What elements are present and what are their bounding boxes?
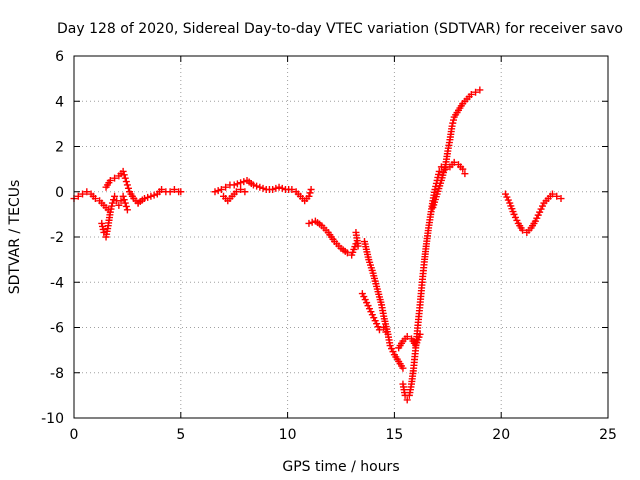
data-point [288,185,296,193]
data-point [91,195,99,203]
chart-title: Day 128 of 2020, Sidereal Day-to-day VTE… [57,21,623,37]
y-tick-label: -6 [50,321,64,337]
data-point [241,188,249,196]
y-axis-label: SDTVAR / TECUs [7,180,23,295]
data-point [461,170,469,178]
data-point [121,199,129,207]
y-tick-label: -2 [50,230,64,246]
data-point [403,396,411,404]
data-point [278,184,286,192]
data-point [214,187,222,195]
data-point [217,185,225,193]
data-point [111,192,119,200]
data-point [121,174,129,182]
data-point [166,188,174,196]
data-point [557,195,565,203]
data-point [140,195,148,203]
data-point [375,326,383,334]
data-point [120,196,128,204]
data-point [450,158,458,166]
data-point [459,165,467,173]
data-point [108,199,116,207]
axes: 0 5 10 15 20 25 -10 -8 -6 -4 -2 0 2 4 6 [41,49,617,443]
data-points [70,86,565,404]
data-point [79,190,87,198]
data-point [123,181,131,189]
data-point [106,176,114,184]
y-tick-label: 4 [55,94,64,110]
y-tick-label: 6 [55,49,64,65]
data-point [435,167,443,175]
data-point [256,183,264,191]
data-point [211,188,219,196]
data-point [553,192,561,200]
y-tick-label: 0 [55,185,64,201]
data-point [111,174,119,182]
data-point [119,192,127,200]
data-point [548,190,556,198]
data-point [123,206,131,214]
data-point [230,181,238,189]
data-point [403,333,411,341]
data-point [150,191,158,199]
data-point [237,185,245,193]
data-point [122,178,130,186]
data-point [147,192,155,200]
data-point [272,184,280,192]
data-point [177,188,185,196]
data-point [119,167,127,175]
x-tick-label: 20 [492,427,510,443]
y-tick-label: -8 [50,366,64,382]
data-point [307,185,315,193]
data-point [122,202,130,210]
data-point [170,185,178,193]
data-point [253,182,261,190]
x-tick-label: 0 [70,427,79,443]
data-point [352,228,360,236]
x-tick-label: 25 [599,427,617,443]
data-point [158,185,166,193]
data-point [233,180,241,188]
data-point [305,192,313,200]
data-point [237,179,245,187]
data-point [476,86,484,94]
data-point [275,183,283,191]
y-tick-label: 2 [55,140,64,156]
data-point [120,171,128,179]
data-point [74,192,82,200]
data-point [232,188,240,196]
data-point [83,188,91,196]
data-point [519,226,527,234]
plot-frame [73,55,609,419]
data-point [110,196,118,204]
data-point [306,189,314,197]
grid [74,56,608,418]
data-point [222,183,230,191]
data-point [380,324,388,331]
data-point [269,185,277,193]
y-tick-label: -10 [41,411,64,427]
x-tick-label: 5 [176,427,185,443]
data-point [249,181,257,189]
data-point [472,88,480,96]
data-point [399,364,407,372]
data-point [382,328,390,336]
data-point [467,90,475,98]
data-point [124,184,132,192]
data-point [117,197,125,205]
data-point [144,193,152,201]
data-point [115,201,123,209]
x-tick-label: 10 [279,427,297,443]
data-point [259,184,267,192]
y-tick-label: -4 [50,275,64,291]
data-point [305,219,313,227]
x-axis-label: GPS time / hours [282,459,399,475]
x-tick-label: 15 [385,427,403,443]
